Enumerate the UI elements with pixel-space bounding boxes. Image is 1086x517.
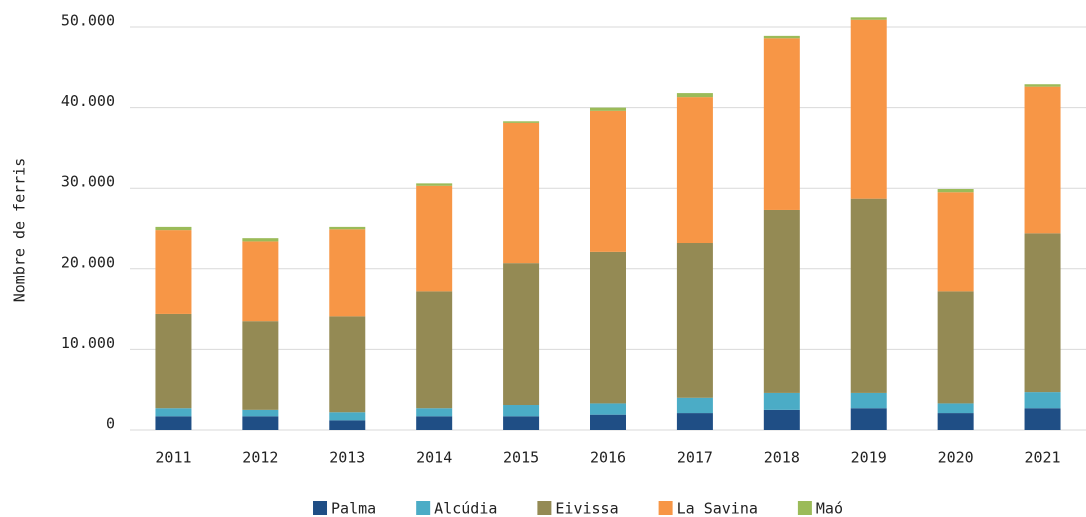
bar-segment: [1024, 233, 1061, 393]
bar-segment: [155, 408, 192, 417]
bar-segment: [1024, 86, 1061, 234]
x-tick-label: 2020: [938, 449, 974, 467]
bar-segment: [416, 408, 453, 417]
bar-segment: [1024, 84, 1061, 87]
x-tick-label: 2021: [1024, 449, 1060, 467]
bar-segment: [937, 192, 974, 292]
bar-segment: [416, 416, 453, 430]
bar-segment: [329, 412, 366, 421]
x-tick-label: 2018: [764, 449, 800, 467]
y-tick-label: 20.000: [61, 253, 115, 271]
legend-label: Eivissa: [555, 500, 618, 517]
y-tick-label: 50.000: [61, 12, 115, 30]
x-tick-label: 2019: [851, 449, 887, 467]
y-axis-label: Nombre de ferris: [11, 158, 29, 303]
x-tick-label: 2014: [416, 449, 452, 467]
bar-segment: [676, 93, 713, 98]
bar-segment: [503, 121, 540, 123]
bar-segment: [155, 416, 192, 430]
bar-segment: [850, 17, 887, 20]
legend-swatch: [537, 501, 552, 515]
x-tick-label: 2011: [155, 449, 191, 467]
bar-segment: [937, 403, 974, 414]
bar-segment: [1024, 392, 1061, 409]
bar-segment: [242, 241, 279, 322]
bar-segment: [1024, 408, 1061, 430]
legend-label: Alcúdia: [434, 500, 497, 517]
bar-segment: [242, 238, 279, 242]
y-tick-label: 30.000: [61, 173, 115, 191]
bar-segment: [503, 416, 540, 430]
bar-segment: [763, 409, 800, 430]
bar-segment: [329, 229, 366, 317]
bar-segment: [242, 321, 279, 410]
bar-segment: [242, 409, 279, 417]
bar-segment: [850, 19, 887, 199]
bar-segment: [763, 392, 800, 410]
y-tick-label: 0: [106, 415, 115, 433]
legend-swatch: [797, 501, 812, 515]
bar-segment: [763, 209, 800, 393]
bar-segment: [416, 185, 453, 292]
bar-segment: [590, 403, 626, 415]
bar-segment: [763, 38, 800, 210]
bar-segment: [937, 413, 974, 430]
bar-segment: [676, 413, 713, 430]
bar-segment: [155, 226, 192, 231]
bar-segment: [416, 291, 453, 409]
y-tick-label: 40.000: [61, 92, 115, 110]
bar-segment: [590, 110, 626, 252]
bar-segment: [937, 189, 974, 193]
bar-segment: [850, 198, 887, 393]
legend-label: Palma: [331, 500, 376, 517]
bar-segment: [503, 405, 540, 417]
x-tick-label: 2017: [677, 449, 713, 467]
bar-segment: [590, 107, 626, 111]
legend-swatch: [313, 501, 328, 515]
bar-segment: [590, 414, 626, 430]
bar-segment: [676, 243, 713, 398]
legend-swatch: [658, 501, 673, 515]
bar-segment: [763, 35, 800, 39]
bar-segment: [155, 230, 192, 314]
y-tick-label: 10.000: [61, 334, 115, 352]
bar-segment: [242, 416, 279, 430]
bar-segment: [676, 97, 713, 244]
legend-label: La Savina: [677, 500, 758, 517]
bar-segment: [329, 226, 366, 230]
bar-segment: [850, 408, 887, 430]
bar-segment: [329, 316, 366, 413]
x-tick-label: 2013: [329, 449, 365, 467]
bar-segment: [329, 420, 366, 430]
x-tick-label: 2012: [242, 449, 278, 467]
legend-label: Maó: [816, 500, 843, 517]
bar-segment: [155, 313, 192, 409]
bar-segment: [503, 122, 540, 264]
bar-segment: [416, 183, 453, 186]
bar-segment: [937, 291, 974, 404]
bar-segment: [850, 392, 887, 409]
bar-segment: [676, 397, 713, 414]
x-tick-label: 2016: [590, 449, 626, 467]
legend-swatch: [416, 501, 431, 515]
x-tick-label: 2015: [503, 449, 539, 467]
bar-segment: [590, 251, 626, 404]
bar-segment: [503, 263, 540, 406]
